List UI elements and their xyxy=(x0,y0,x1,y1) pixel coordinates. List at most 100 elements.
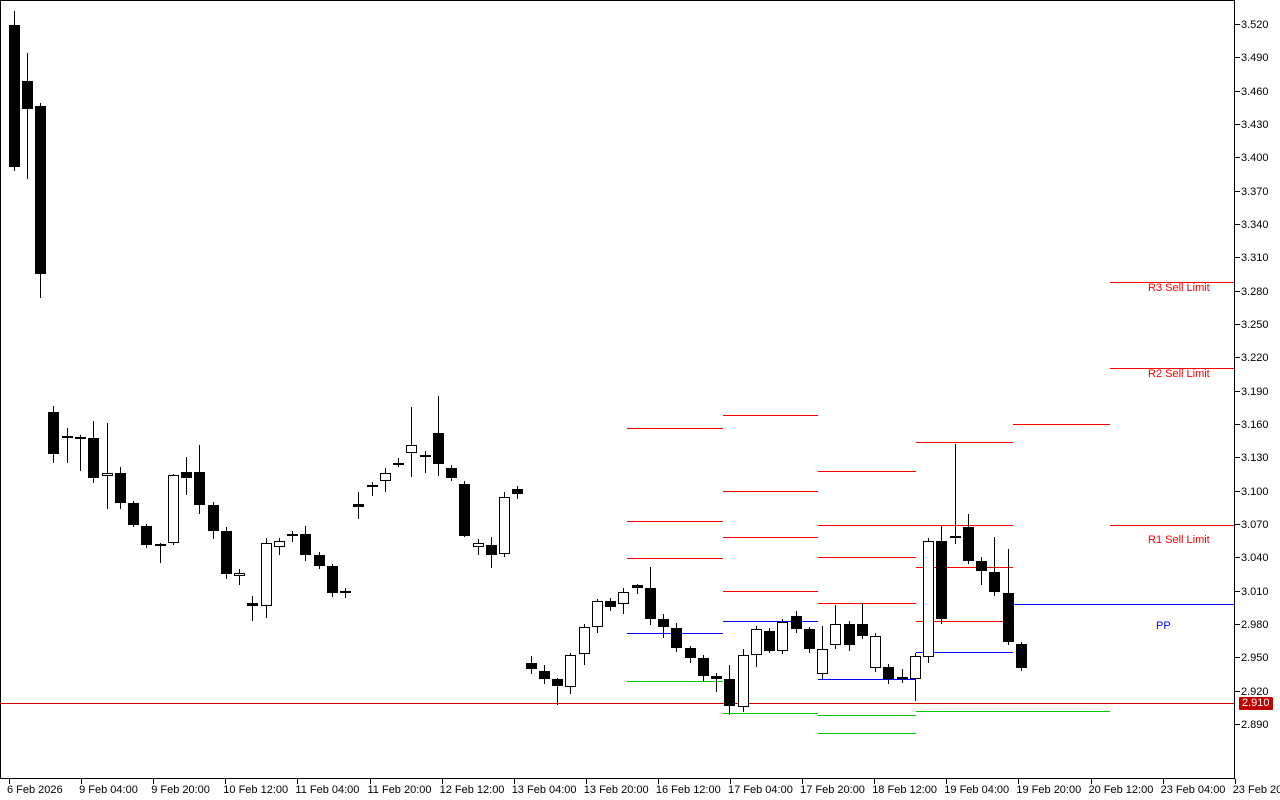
candle-body[interactable] xyxy=(208,504,219,531)
pivot-resistance-segment xyxy=(723,490,818,492)
candle-body[interactable] xyxy=(446,468,457,479)
candle-body[interactable] xyxy=(35,106,46,274)
price-tick-mark xyxy=(1234,357,1240,359)
candle-body[interactable] xyxy=(274,540,285,548)
candle-body[interactable] xyxy=(115,472,126,503)
candle-body[interactable] xyxy=(433,432,444,464)
candle-body[interactable] xyxy=(976,560,987,571)
candle-wick xyxy=(67,428,68,463)
pivot-line-pp[interactable] xyxy=(1013,603,1234,605)
time-tick-mark xyxy=(513,779,515,784)
time-tick-mark xyxy=(730,779,731,784)
candle-body[interactable] xyxy=(1016,643,1027,669)
candle-body[interactable] xyxy=(1003,592,1014,642)
candle-body[interactable] xyxy=(367,484,378,488)
pivot-resistance-segment xyxy=(627,558,723,560)
candle-body[interactable] xyxy=(592,600,603,628)
candle-body[interactable] xyxy=(910,656,921,680)
candle-body[interactable] xyxy=(565,654,576,688)
candle-body[interactable] xyxy=(830,623,841,645)
candle-body[interactable] xyxy=(62,436,73,439)
pivot-line-current-price[interactable] xyxy=(0,702,1234,704)
pivot-resistance-segment xyxy=(916,567,1013,569)
candle-body[interactable] xyxy=(486,544,497,555)
candle-body[interactable] xyxy=(698,658,709,677)
candle-body[interactable] xyxy=(526,662,537,670)
price-tick-mark xyxy=(1234,490,1240,492)
candle-body[interactable] xyxy=(751,629,762,655)
candle-body[interactable] xyxy=(353,503,364,508)
candle-body[interactable] xyxy=(685,648,696,659)
candle-body[interactable] xyxy=(512,489,523,494)
candle-body[interactable] xyxy=(777,621,788,651)
candle-body[interactable] xyxy=(724,679,735,707)
candle-body[interactable] xyxy=(194,471,205,505)
candle-body[interactable] xyxy=(950,536,961,539)
price-tick-label: 2.950 xyxy=(1241,652,1269,665)
candle-body[interactable] xyxy=(671,628,682,649)
candle-body[interactable] xyxy=(168,474,179,543)
price-tick-mark xyxy=(1234,57,1240,59)
price-axis[interactable]: 3.520 3.490 3.460 3.430 3.400 3.370 3.340 3.310… xyxy=(1234,0,1280,800)
candle-body[interactable] xyxy=(327,566,338,593)
pivot-line-r1-sell-limit[interactable] xyxy=(1110,524,1234,526)
candle-body[interactable] xyxy=(287,533,298,537)
price-tick-mark xyxy=(1234,623,1240,625)
candle-body[interactable] xyxy=(234,572,245,577)
candle-body[interactable] xyxy=(314,554,325,567)
candle-body[interactable] xyxy=(632,584,643,589)
candle-body[interactable] xyxy=(791,616,802,630)
candle-body[interactable] xyxy=(88,438,99,479)
candle-body[interactable] xyxy=(645,588,656,620)
candle-body[interactable] xyxy=(605,600,616,608)
candle-body[interactable] xyxy=(393,462,404,465)
candle-wick xyxy=(557,678,558,705)
candle-body[interactable] xyxy=(221,530,232,574)
candle-body[interactable] xyxy=(923,540,934,658)
time-tick-label: 17 Feb 20:00 xyxy=(800,784,865,796)
candle-body[interactable] xyxy=(539,670,550,680)
candle-body[interactable] xyxy=(155,543,166,546)
candle-body[interactable] xyxy=(473,542,484,548)
time-tick-mark xyxy=(441,779,443,784)
candle-body[interactable] xyxy=(857,623,868,637)
candle-body[interactable] xyxy=(499,497,510,554)
candle-body[interactable] xyxy=(658,619,669,628)
pivot-line-r3-sell-limit[interactable] xyxy=(1110,281,1234,283)
candle-body[interactable] xyxy=(936,540,947,620)
candle-body[interactable] xyxy=(128,502,139,525)
candle-body[interactable] xyxy=(844,623,855,645)
candle-body[interactable] xyxy=(738,654,749,708)
candle-body[interactable] xyxy=(22,80,33,110)
candle-body[interactable] xyxy=(380,472,391,481)
candle-body[interactable] xyxy=(102,472,113,477)
pivot-line-r2-sell-limit[interactable] xyxy=(1110,368,1234,370)
candle-body[interactable] xyxy=(406,444,417,453)
candle-body[interactable] xyxy=(711,676,722,680)
candle-body[interactable] xyxy=(764,630,775,651)
candle-body[interactable] xyxy=(459,483,470,537)
candle-body[interactable] xyxy=(420,454,431,458)
candle-body[interactable] xyxy=(804,629,815,650)
candle-body[interactable] xyxy=(141,526,152,545)
candle-body[interactable] xyxy=(579,627,590,654)
candle-body[interactable] xyxy=(963,527,974,561)
candle-body[interactable] xyxy=(817,649,828,674)
candle-body[interactable] xyxy=(883,667,894,680)
candle-body[interactable] xyxy=(870,636,881,669)
current-price-badge[interactable]: 2.910 xyxy=(1239,696,1273,710)
candle-body[interactable] xyxy=(9,25,20,168)
price-tick-mark xyxy=(1234,390,1240,392)
candle-body[interactable] xyxy=(552,679,563,687)
candle-body[interactable] xyxy=(897,677,908,680)
candle-body[interactable] xyxy=(618,591,629,604)
chart-plot-area[interactable]: R3 Sell Limit R2 Sell Limit R1 Sell Limit P… xyxy=(0,0,1234,779)
candle-body[interactable] xyxy=(247,602,258,607)
candle-body[interactable] xyxy=(75,437,86,440)
candle-body[interactable] xyxy=(300,533,311,555)
candle-body[interactable] xyxy=(48,411,59,454)
candle-body[interactable] xyxy=(261,542,272,607)
candle-body[interactable] xyxy=(989,571,1000,592)
candle-body[interactable] xyxy=(340,590,351,593)
candle-body[interactable] xyxy=(181,471,192,479)
